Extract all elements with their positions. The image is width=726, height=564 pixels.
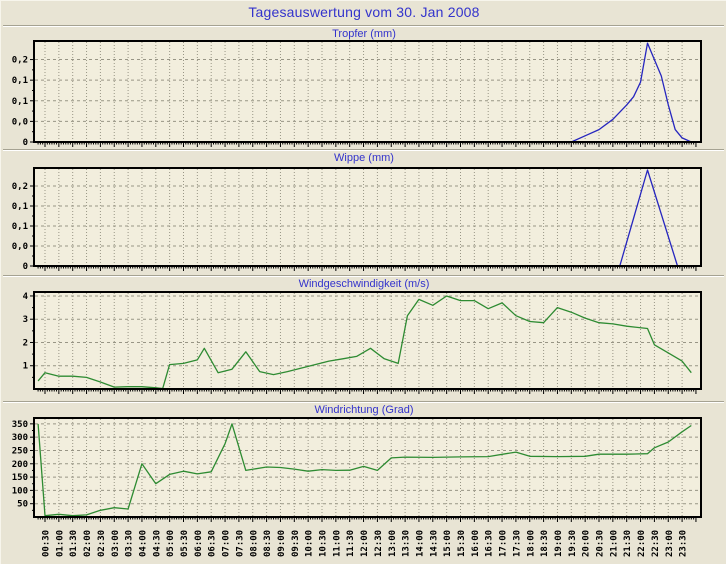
y-tick-label: 300 — [12, 433, 28, 443]
x-tick-label: 07:00 — [222, 530, 232, 557]
series-line-3 — [37, 295, 692, 390]
x-tick-label: 02:30 — [97, 530, 107, 557]
x-tick-label: 15:00 — [443, 530, 453, 557]
x-tick-label: 12:00 — [360, 530, 370, 557]
x-tick-label: 10:30 — [319, 530, 329, 557]
y-tick-label: 2 — [23, 338, 28, 348]
x-tick-label: 03:00 — [111, 530, 121, 557]
x-tick-label: 17:30 — [512, 530, 522, 557]
x-tick-label: 03:30 — [125, 530, 135, 557]
section-separator — [3, 149, 724, 151]
y-tick-label: 0,2 — [12, 56, 28, 66]
x-tick-label: 21:30 — [623, 530, 633, 557]
y-tick-label: 0,2 — [12, 182, 28, 192]
x-tick-label: 06:30 — [208, 530, 218, 557]
x-tick-label: 08:00 — [249, 530, 259, 557]
y-tick-label: 0,1 — [12, 202, 28, 212]
x-tick-label: 18:30 — [540, 530, 550, 557]
x-tick-label: 18:00 — [526, 530, 536, 557]
x-tick-label: 14:30 — [429, 530, 439, 557]
x-tick-label: 08:30 — [263, 530, 273, 557]
x-tick-label: 15:30 — [457, 530, 467, 557]
x-tick-label: 04:30 — [152, 530, 162, 557]
page-title: Tagesauswertung vom 30. Jan 2008 — [248, 4, 480, 20]
x-tick-label: 04:00 — [138, 530, 148, 557]
x-tick-label: 05:30 — [180, 530, 190, 557]
plot-area — [34, 292, 701, 389]
x-tick-label: 13:30 — [402, 530, 412, 557]
x-tick-label: 05:00 — [166, 530, 176, 557]
y-tick-label: 0,0 — [12, 117, 28, 127]
x-tick-label: 17:00 — [499, 530, 509, 557]
y-tick-label: 50 — [17, 500, 28, 510]
x-tick-label: 16:30 — [485, 530, 495, 557]
x-tick-label: 19:00 — [554, 530, 564, 557]
x-tick-label: 20:30 — [596, 530, 606, 557]
x-tick-label: 12:30 — [374, 530, 384, 557]
series-line-1 — [38, 42, 692, 143]
x-tick-label: 22:00 — [637, 530, 647, 557]
y-tick-label: 1 — [23, 362, 28, 372]
y-tick-label: 100 — [12, 486, 28, 496]
x-tick-label: 02:00 — [83, 530, 93, 557]
plot-area — [34, 168, 701, 266]
y-tick-label: 3 — [23, 315, 28, 325]
y-tick-label: 0,1 — [12, 97, 28, 107]
x-tick-label: 13:00 — [388, 530, 398, 557]
x-tick-label: 01:00 — [55, 530, 65, 557]
x-tick-label: 11:00 — [332, 530, 342, 557]
x-tick-label: 00:30 — [42, 530, 52, 557]
x-tick-label: 23:00 — [665, 530, 675, 557]
x-tick-label: 20:00 — [582, 530, 592, 557]
y-tick-label: 0,0 — [12, 242, 28, 252]
y-tick-label: 250 — [12, 446, 28, 456]
x-tick-label: 06:00 — [194, 530, 204, 557]
section-separator — [3, 401, 724, 403]
section-separator — [3, 275, 724, 277]
x-tick-label: 22:30 — [651, 530, 661, 557]
section-separator — [3, 25, 724, 27]
y-tick-label: 150 — [12, 473, 28, 483]
plot-border — [33, 291, 702, 390]
x-tick-label: 07:30 — [235, 530, 245, 557]
x-tick-label: 11:30 — [346, 530, 356, 557]
y-tick-label: 200 — [12, 460, 28, 470]
y-tick-label: 4 — [23, 292, 29, 302]
y-tick-label: 0,1 — [12, 76, 28, 86]
x-tick-label: 14:00 — [415, 530, 425, 557]
x-tick-label: 19:30 — [568, 530, 578, 557]
x-tick-label: 09:00 — [277, 530, 287, 557]
y-tick-label: 0 — [23, 262, 28, 272]
chart-title-tropfer: Tropfer (mm) — [332, 28, 396, 40]
plot-border — [33, 40, 702, 143]
series-line-4 — [37, 423, 692, 517]
chart-title-windgeschwindigkeit: Windgeschwindigkeit (m/s) — [298, 278, 430, 290]
x-tick-label: 23:30 — [679, 530, 689, 557]
x-tick-label: 01:30 — [69, 530, 79, 557]
plot-border — [33, 167, 702, 267]
plot-area — [34, 41, 701, 142]
x-tick-label: 21:00 — [609, 530, 619, 557]
x-tick-label: 16:00 — [471, 530, 481, 557]
x-tick-label: 10:00 — [305, 530, 315, 557]
y-tick-label: 350 — [12, 420, 28, 430]
y-tick-label: 0,1 — [12, 222, 28, 232]
plot-border — [33, 417, 702, 518]
y-tick-label: 0 — [23, 138, 28, 148]
chart-title-wippe: Wippe (mm) — [334, 152, 394, 164]
x-tick-label: 09:30 — [291, 530, 301, 557]
chart-title-windrichtung: Windrichtung (Grad) — [314, 404, 414, 416]
